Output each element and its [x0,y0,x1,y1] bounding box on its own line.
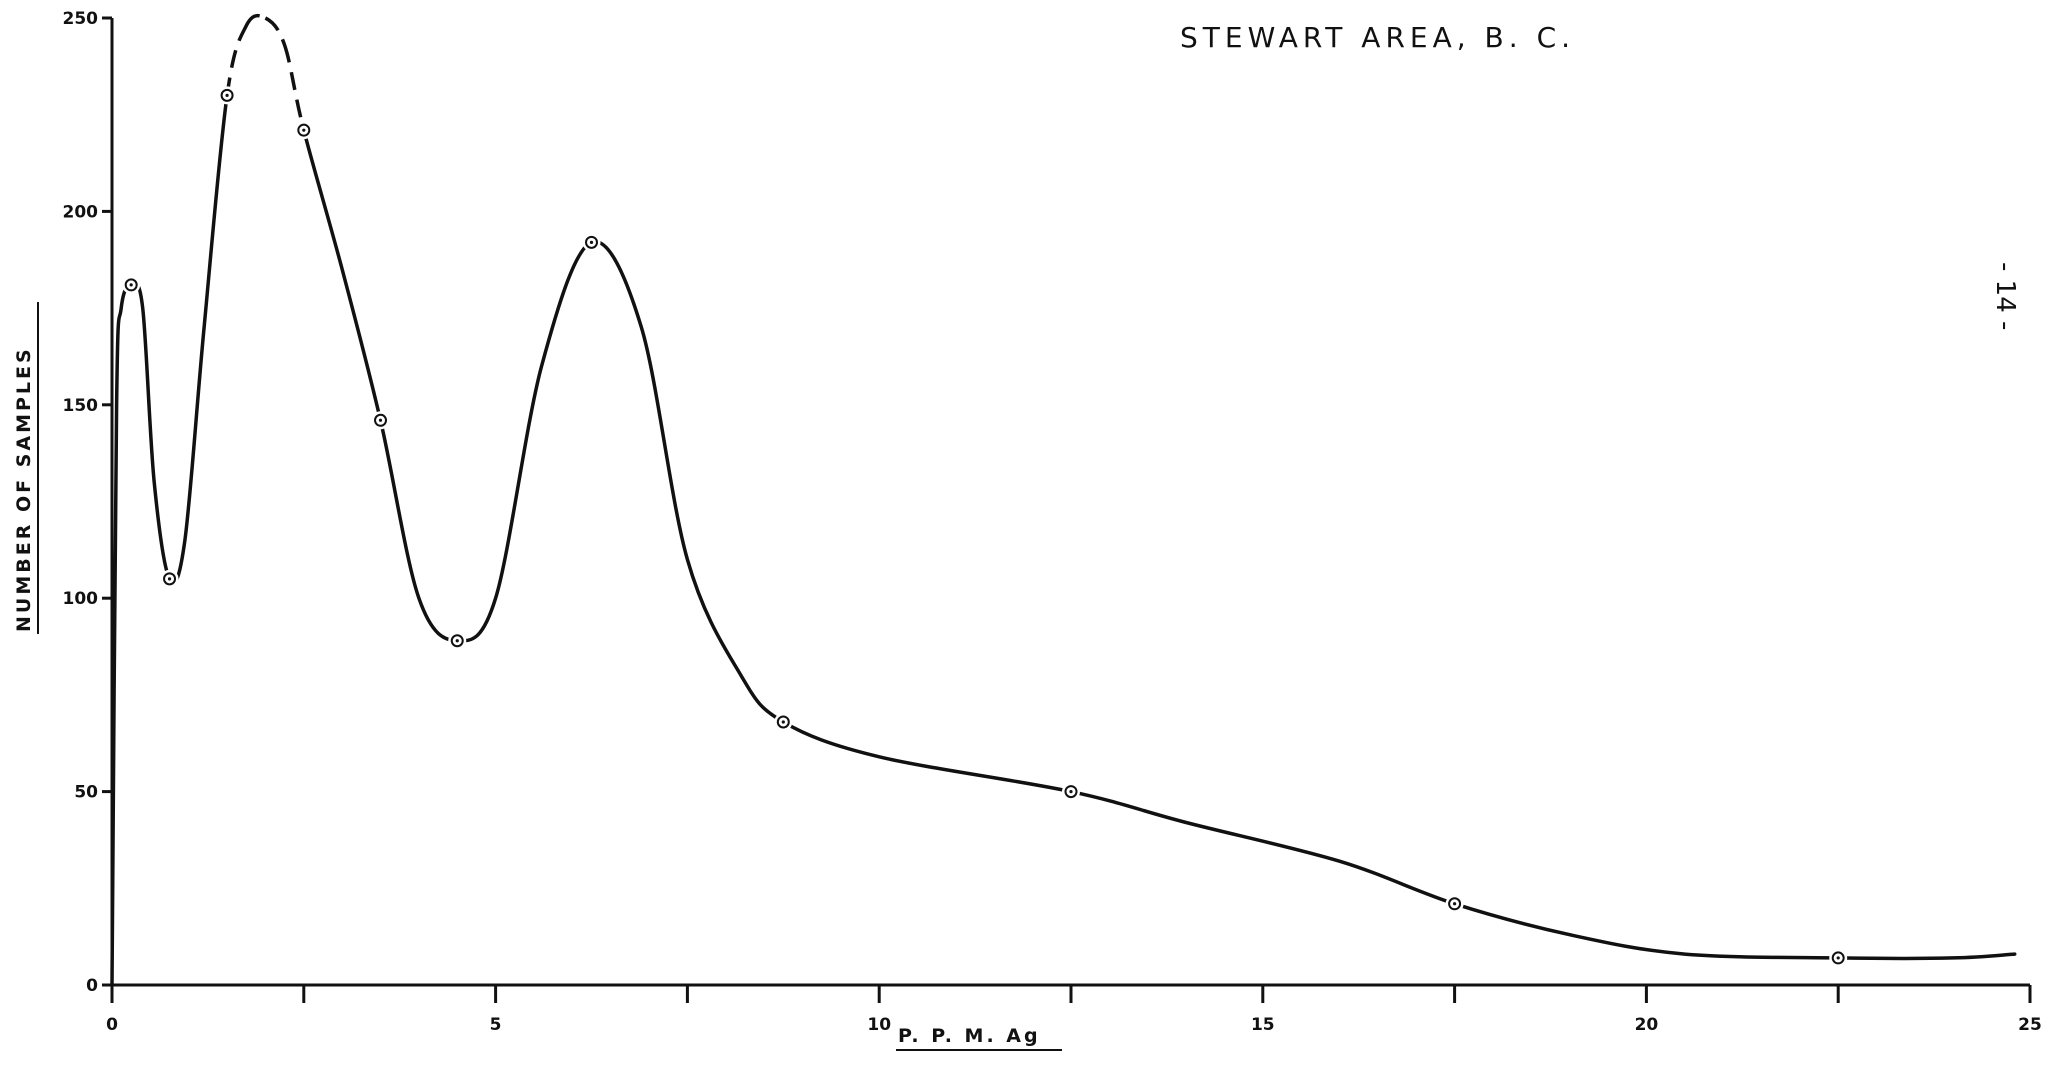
y-tick-label: 200 [63,202,99,222]
data-point [585,235,598,249]
y-tick-label: 0 [86,976,98,996]
axes [110,18,2030,987]
data-point [1831,951,1845,965]
data-point-center [225,93,229,97]
chart-title: STEWART AREA, B. C. [1180,21,1575,54]
x-tick-label: 5 [490,1015,502,1035]
data-point [297,123,311,137]
data-point [374,413,388,427]
data-point [220,88,234,102]
data-point-center [378,418,383,422]
data-point-center [781,720,785,724]
data-point-center [1453,902,1457,906]
data-point [163,572,177,586]
x-tick-label: 15 [1251,1015,1275,1035]
data-point-center [302,128,306,132]
data-point [1448,897,1462,911]
x-tick-label: 20 [1635,1015,1659,1035]
data-point [776,715,790,729]
y-ticks: 0 50 100 150 200 250 [63,9,112,996]
data-point-center [455,639,459,643]
data-point-center [1836,956,1840,960]
markers [122,86,1848,967]
data-point-center [1069,790,1073,794]
data-point-center [167,577,172,581]
page-number: - 14 - [1990,262,2020,330]
x-tick-label: 0 [106,1015,118,1035]
series-layer [110,13,2017,987]
data-point [1064,785,1078,799]
data-point-center [129,283,133,287]
data-point [124,278,138,292]
x-tick-label: 25 [2018,1015,2042,1035]
x-tick-label: 10 [867,1015,891,1035]
y-tick-label: 250 [63,9,99,29]
y-axis-title: NUMBER OF SAMPLES [13,346,35,632]
y-tick-label: 150 [63,396,99,416]
x-axis-title: P. P. M. Ag [898,1025,1041,1047]
x-ticks: 0 5 10 15 20 25 [106,985,2042,1035]
series-line-dashed [225,13,306,131]
y-tick-label: 100 [63,589,99,609]
y-tick-label: 50 [74,783,98,803]
data-point [450,634,464,648]
series-line [110,93,2017,987]
data-point-center [589,240,594,244]
